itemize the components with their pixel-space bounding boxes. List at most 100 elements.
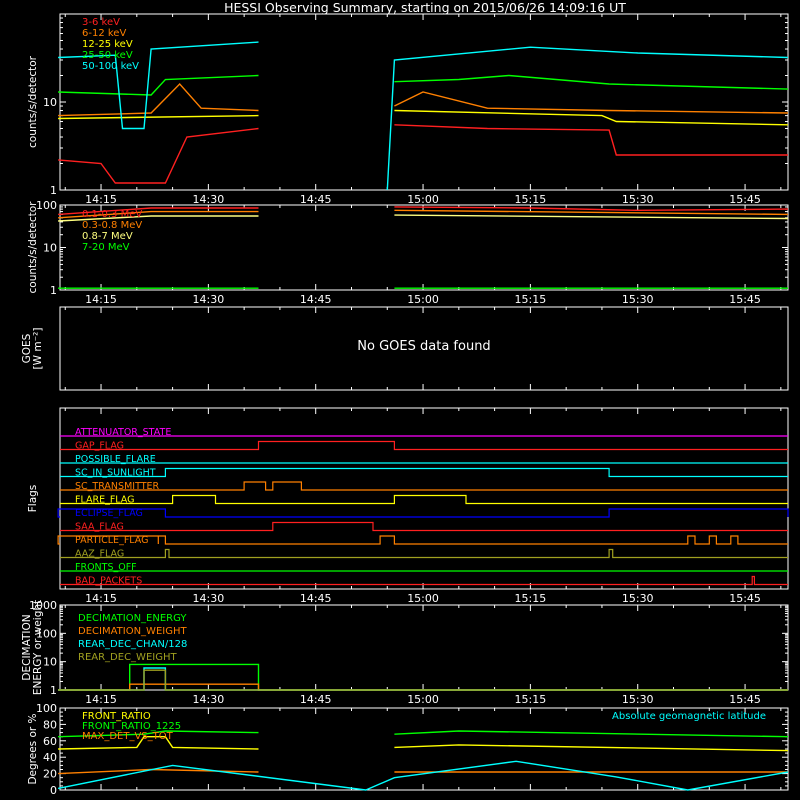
panel-0-frame [59,13,789,191]
panel-3-xtick-label: 14:30 [193,592,225,605]
panel-5-ytick-label: 80 [43,718,57,731]
series-50-100-kev-line [58,41,259,130]
flag-label-particle-flag: PARTICLE_FLAG [75,535,148,546]
series-6-12-kev-line [58,82,259,117]
panel-4-ylabel-group: DECIMATION ENERGY or weight [21,600,44,695]
series-front-ratio-1225-line [394,730,789,738]
panel-4-ytick-label: 100 [36,627,57,640]
panel-1-xtick-label: 15:15 [515,293,547,306]
panel-3-xtick-label: 15:45 [729,592,761,605]
legend-0-3-0-8-mev: 0.3-0.8 MeV [82,220,142,231]
panel-4-ytick-label: 1000 [29,599,57,612]
series-0-8-7-mev-line [394,214,789,220]
panel-0-xtick-label: 15:15 [515,193,547,206]
panel-4-xtick-label: 15:00 [407,693,439,706]
legend-rear-dec-weight: REAR_DEC_WEIGHT [78,652,177,663]
panel-0-xtick-label: 14:30 [193,193,225,206]
series-25-50-kev-line [394,74,789,90]
series-front-ratio-1225-line [58,730,259,738]
series-3-6-kev-line [394,124,788,156]
panel-0-xtick-label: 15:45 [729,193,761,206]
flag-label-saa-flag: SAA_FLAG [75,522,124,533]
panel-3-xtick-label: 14:15 [85,592,117,605]
panel-1-xtick-label: 14:15 [85,293,117,306]
panel-2-ylabel: [W m⁻²] [32,328,44,370]
panel-4-ylabel: DECIMATION [21,614,33,680]
flag-label-sc-in-sunlight: SC_IN_SUNLIGHT [75,468,156,479]
legend-decimation-energy: DECIMATION_ENERGY [78,613,187,624]
panel-4-xtick-label: 15:15 [515,693,547,706]
legend-0-8-7-mev: 0.8-7 MeV [82,231,133,242]
panel-5-ylabel: Degrees or % [27,713,39,784]
panel-4-ylabel: ENERGY or weight [32,600,44,695]
series-0-3-0-8-mev-line [58,210,259,219]
panel-3-xtick-label: 15:15 [515,592,547,605]
panel-1-ytick-label: 1 [50,284,57,297]
flag-line-eclipse-flag [57,508,789,518]
panel-1-ylabel-group: counts/s/detector [27,201,39,294]
flag-line-flare-flag [60,494,788,505]
panel-3-ylabel-group: Flags [27,485,39,513]
panel-3-xtick-label: 15:30 [622,592,654,605]
panel-0-ylabel: counts/s/detector [27,55,39,148]
panel-1-series-group [58,206,789,289]
panel-0-xtick-label: 14:15 [85,193,117,206]
panel-1-xtick-label: 15:30 [622,293,654,306]
legend-max-det-vs-tot: MAX_DET_VS_TOT [82,731,174,742]
legend-front-ratio-1225: FRONT_RATIO_1225 [82,721,181,732]
flag-line-gap-flag [60,440,788,451]
series-absolute-geomagnetic-latitude-line [57,760,789,791]
flag-label-aaz-flag: AAZ_FLAG [75,549,124,560]
panel-1-xtick-label: 14:30 [193,293,225,306]
panel-5-ytick-label: 20 [43,768,57,781]
panel-4-xtick-label: 14:15 [85,693,117,706]
panel-4-ytick-label: 10 [43,656,57,669]
series-12-25-kev-line [394,109,789,126]
series-rear-dec-weight-line [58,669,788,691]
series-0-3-0-8-mev-line [394,209,789,216]
panel-4-xtick-label: 15:45 [729,693,761,706]
panel-3-xtick-label: 15:00 [407,592,439,605]
panel-4-xtick-label: 14:30 [193,693,225,706]
panel-3-frame [59,407,789,590]
panel-1-ylabel: counts/s/detector [27,201,39,294]
panel-4-ytick-label: 1 [50,684,57,697]
panel-0-xtick-label: 14:45 [300,193,332,206]
series-50-100-kev-line [386,46,789,191]
panel-4-xtick-label: 15:30 [622,693,654,706]
panel-4-series-group [58,663,788,691]
legend-0-1-0-3-mev: 0.1-0.3 MeV [82,209,142,220]
flag-line-sc-transmitter [60,481,788,491]
flag-label-attenuator-state: ATTENUATOR_STATE [75,427,171,438]
legend-6-12-kev: 6-12 keV [82,28,126,39]
flag-line-sc-in-sunlight [60,467,788,478]
legend-decimation-weight: DECIMATION_WEIGHT [78,626,187,637]
panel-5-ytick-label: 0 [50,784,57,797]
series-0-8-7-mev-line [58,215,259,222]
legend-25-50-kev: 25-50 keV [82,50,133,61]
panel-3-xtick-label: 14:45 [300,592,332,605]
flag-line-aaz-flag [60,548,788,559]
flag-label-flare-flag: FLARE_FLAG [75,495,135,506]
panel-5-series-group [57,730,789,791]
flag-label-fronts-off: FRONTS_OFF [75,562,137,573]
series-6-12-kev-line [394,91,789,114]
panel-5-ytick-label: 60 [43,735,57,748]
panel-0-series-group [58,41,789,191]
panel-1-ytick-label: 10 [43,242,57,255]
flag-label-sc-transmitter: SC_TRANSMITTER [75,481,160,492]
panel-1-xtick-label: 14:45 [300,293,332,306]
flag-line-saa-flag [60,521,788,532]
panel-1-xtick-label: 15:00 [407,293,439,306]
panel-0-ytick-label: 1 [50,184,57,197]
flag-label-bad-packets: BAD_PACKETS [75,576,142,587]
series-front-ratio-line [58,736,259,750]
panel-2-ylabel-group: GOES [W m⁻²] [21,328,44,370]
panel-0-xtick-label: 15:30 [622,193,654,206]
legend-12-25-kev: 12-25 keV [82,39,133,50]
panel-5-ytick-label: 100 [36,702,57,715]
panel-0-ytick-label: 10 [43,96,57,109]
panel-1-xtick-label: 15:45 [729,293,761,306]
legend-rear-dec-chan-128: REAR_DEC_CHAN/128 [78,639,187,650]
